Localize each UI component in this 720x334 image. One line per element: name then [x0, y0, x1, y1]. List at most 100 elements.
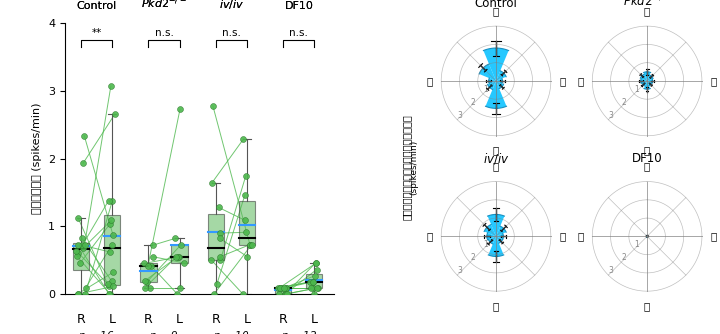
Point: [104, 249, 116, 255]
Point: [78, 245, 89, 250]
Point: [106, 217, 117, 223]
Point: [141, 280, 153, 285]
Polygon shape: [479, 64, 496, 81]
Y-axis label: スパイク頼度 (spikes/min): スパイク頼度 (spikes/min): [32, 103, 42, 214]
Text: 右: 右: [711, 231, 717, 241]
FancyBboxPatch shape: [306, 274, 323, 288]
Polygon shape: [647, 75, 653, 81]
Point: [145, 285, 156, 291]
Text: 左: 左: [426, 76, 432, 86]
Text: R: R: [144, 313, 153, 326]
Text: 前: 前: [493, 162, 499, 172]
Point: [104, 283, 115, 289]
Point: [239, 192, 251, 198]
Point: [72, 291, 84, 297]
Point: [71, 254, 83, 259]
Point: [240, 173, 251, 178]
Polygon shape: [487, 81, 496, 90]
Point: [107, 270, 119, 275]
Polygon shape: [488, 236, 496, 244]
Point: [280, 285, 292, 291]
Point: [212, 205, 224, 210]
Polygon shape: [640, 74, 647, 81]
Point: [142, 264, 153, 269]
Polygon shape: [483, 48, 508, 81]
Point: [305, 279, 316, 285]
Text: $\it{Pkd2}^{-/-}$: $\it{Pkd2}^{-/-}$: [141, 0, 186, 11]
Point: [211, 282, 222, 287]
Point: [107, 232, 119, 238]
Point: [103, 198, 114, 203]
Text: R: R: [76, 313, 86, 326]
Polygon shape: [487, 214, 505, 236]
Point: [238, 136, 249, 142]
Text: $n$ = 16: $n$ = 16: [78, 329, 115, 334]
Text: 右: 右: [559, 231, 566, 241]
Point: [172, 254, 184, 260]
FancyBboxPatch shape: [104, 215, 120, 285]
Polygon shape: [489, 78, 496, 84]
Text: 左: 左: [577, 231, 583, 241]
Point: [214, 230, 225, 236]
Polygon shape: [496, 233, 503, 239]
Text: **: **: [91, 28, 102, 38]
Title: $\it{iv/iv}$: $\it{iv/iv}$: [482, 151, 509, 166]
FancyBboxPatch shape: [239, 201, 255, 244]
Polygon shape: [487, 233, 496, 240]
Text: 後: 後: [493, 301, 499, 311]
Point: [309, 273, 320, 278]
Point: [73, 215, 84, 221]
Text: R: R: [279, 313, 287, 326]
Point: [77, 161, 89, 166]
Point: [242, 254, 253, 260]
Polygon shape: [496, 81, 503, 89]
Text: $\it{Pkd2}^{-/-}$: $\it{Pkd2}^{-/-}$: [141, 0, 186, 11]
Point: [311, 285, 323, 291]
Text: n.s.: n.s.: [155, 28, 174, 38]
Text: 左: 左: [426, 231, 432, 241]
FancyBboxPatch shape: [171, 244, 188, 263]
Point: [71, 248, 82, 253]
Point: [139, 285, 150, 291]
Text: $n$ = 9: $n$ = 9: [149, 329, 179, 334]
Title: DF10: DF10: [631, 152, 662, 165]
Point: [239, 217, 251, 223]
Point: [76, 242, 88, 248]
Point: [273, 285, 284, 291]
FancyBboxPatch shape: [275, 288, 292, 294]
Point: [307, 285, 318, 291]
Point: [80, 285, 91, 291]
Text: 前: 前: [644, 6, 650, 16]
Point: [72, 250, 84, 256]
Polygon shape: [647, 79, 652, 83]
Point: [107, 284, 119, 289]
Text: 前: 前: [493, 6, 499, 16]
Point: [280, 291, 292, 297]
Text: DF10: DF10: [284, 1, 313, 11]
Text: $n$ = 12: $n$ = 12: [281, 329, 317, 334]
Point: [78, 242, 90, 247]
Text: (spikes/min): (spikes/min): [410, 139, 418, 195]
Point: [276, 285, 288, 291]
Polygon shape: [488, 236, 504, 257]
Point: [305, 285, 316, 291]
Text: DF10: DF10: [284, 1, 313, 11]
Point: [310, 260, 321, 266]
Point: [174, 254, 185, 260]
Point: [176, 242, 187, 247]
Polygon shape: [496, 71, 506, 81]
Point: [279, 285, 290, 291]
Point: [274, 291, 285, 297]
Point: [206, 180, 217, 186]
Polygon shape: [485, 224, 496, 236]
Point: [274, 285, 285, 291]
Point: [244, 242, 256, 247]
Point: [206, 258, 217, 263]
Point: [281, 285, 292, 291]
Text: 後: 後: [493, 146, 499, 156]
Title: $\it{Pkd2}^{-/-}$: $\it{Pkd2}^{-/-}$: [623, 0, 671, 10]
FancyBboxPatch shape: [208, 214, 224, 260]
Point: [308, 291, 320, 297]
Title: Control: Control: [474, 0, 518, 10]
Point: [311, 267, 323, 272]
